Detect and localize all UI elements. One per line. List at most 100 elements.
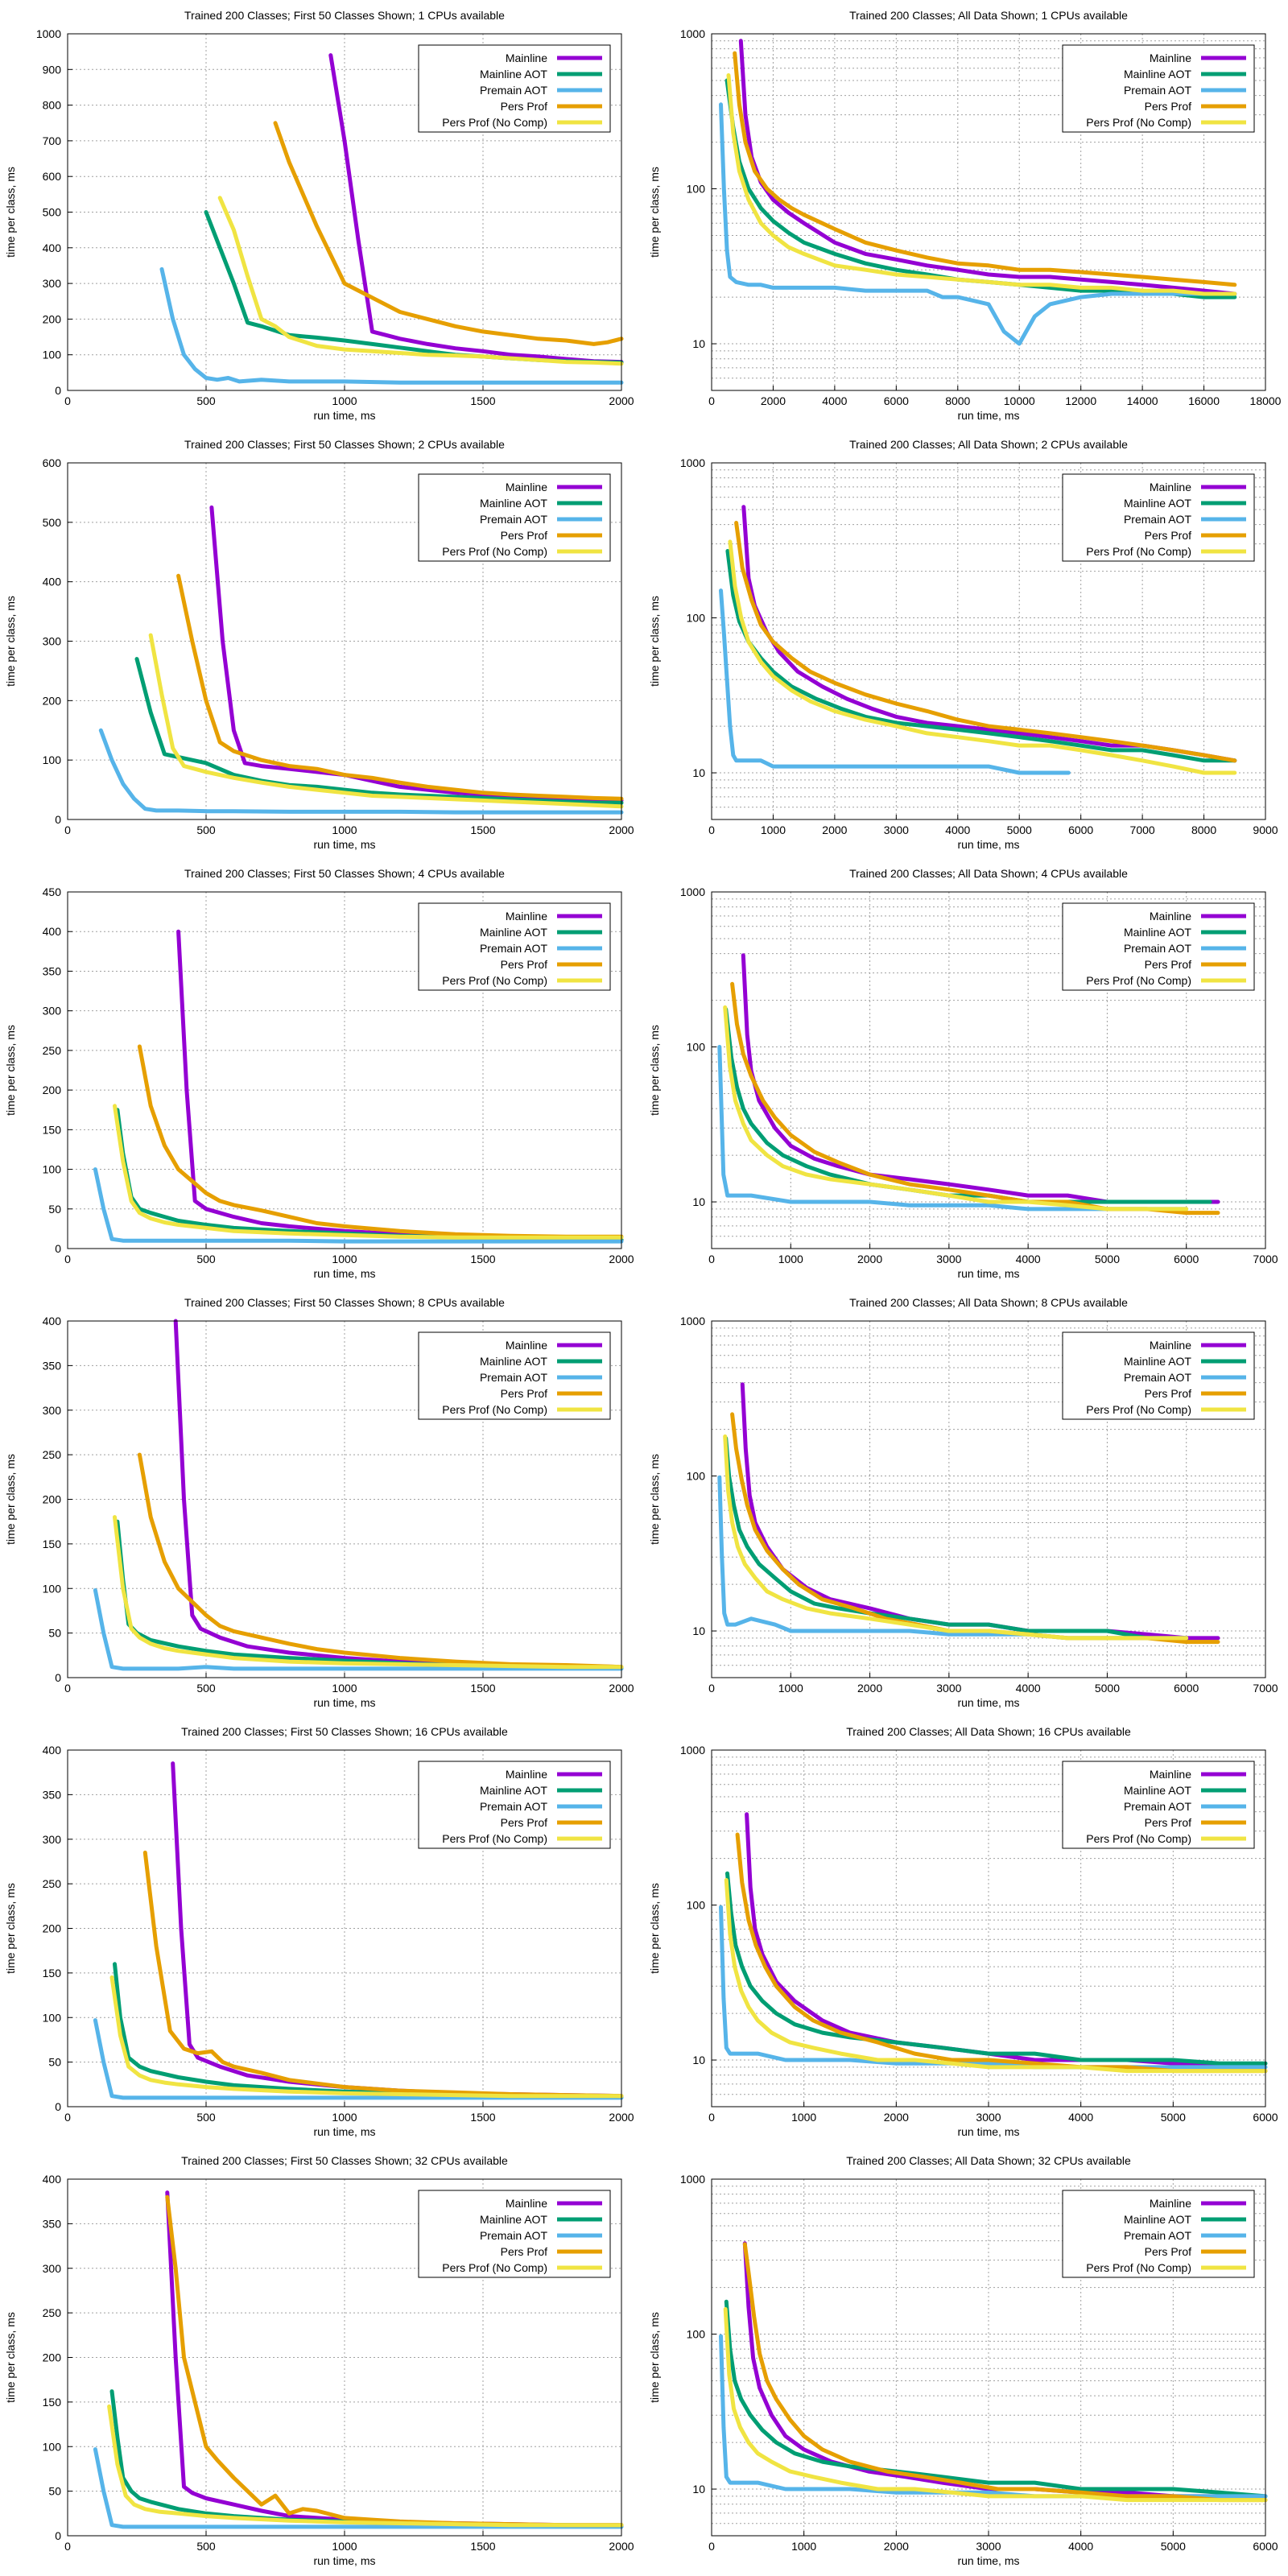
x-tick-label: 1000 — [791, 2540, 816, 2553]
y-tick-label: 1000 — [680, 27, 705, 40]
series-line — [723, 1005, 1189, 1212]
series-line — [134, 657, 624, 805]
y-tick-label: 100 — [687, 1041, 706, 1054]
series-line — [728, 539, 1237, 775]
y-tick-label: 350 — [43, 964, 62, 977]
chart-panel: Trained 200 Classes; All Data Shown; 2 C… — [644, 429, 1288, 858]
y-tick-label: 1000 — [680, 1315, 705, 1327]
legend-label: Mainline AOT — [480, 497, 547, 510]
chart-title: Trained 200 Classes; All Data Shown; 16 … — [846, 1725, 1131, 1738]
x-tick-label: 9000 — [1253, 824, 1278, 836]
legend-label: Pers Prof (No Comp) — [442, 974, 547, 987]
x-tick-label: 6000 — [1174, 1682, 1199, 1695]
x-axis-label: run time, ms — [313, 409, 375, 422]
y-tick-label: 900 — [43, 63, 62, 76]
grid-lines — [712, 892, 1265, 1249]
legend-label: Mainline — [506, 1339, 547, 1352]
y-tick-label: 1000 — [680, 456, 705, 469]
legend-label: Mainline AOT — [480, 2213, 547, 2226]
y-tick-label: 400 — [43, 1744, 62, 1757]
x-tick-label: 0 — [64, 824, 71, 836]
x-tick-label: 500 — [196, 394, 216, 407]
x-tick-label: 18000 — [1250, 394, 1282, 407]
x-tick-label: 0 — [708, 1253, 715, 1265]
x-axis-label: run time, ms — [313, 838, 375, 851]
legend: Mainline Mainline AOT Premain AOT Pers Prof… — [418, 2190, 611, 2278]
legend: Mainline Mainline AOT Premain AOT Pers Prof… — [418, 473, 611, 562]
x-axis-label: run time, ms — [957, 2125, 1019, 2138]
legend-label: Premain AOT — [480, 1371, 547, 1384]
legend-label: Pers Prof — [1145, 958, 1191, 971]
y-axis-label: time per class, ms — [4, 1454, 17, 1545]
x-tick-label: 1500 — [470, 824, 495, 836]
x-tick-label: 6000 — [1253, 2111, 1278, 2124]
chart-title: Trained 200 Classes; First 50 Classes Sh… — [184, 438, 505, 451]
x-tick-label: 1000 — [778, 1682, 803, 1695]
y-tick-label: 100 — [43, 753, 62, 766]
x-tick-label: 2000 — [822, 824, 847, 836]
x-tick-label: 1000 — [332, 1253, 357, 1265]
grid-lines — [712, 1321, 1265, 1678]
x-tick-label: 2000 — [609, 394, 634, 407]
x-tick-label: 0 — [708, 2111, 715, 2124]
series-line — [717, 1475, 1189, 1641]
y-tick-label: 10 — [692, 337, 705, 350]
series-line — [137, 1044, 624, 1239]
grid-lines — [68, 1750, 621, 2107]
series-line — [719, 2334, 1268, 2499]
x-tick-label: 500 — [196, 1253, 216, 1265]
chart-svg: Trained 200 Classes; First 50 Classes Sh… — [4, 2154, 634, 2567]
x-tick-label: 10000 — [1004, 394, 1035, 407]
y-tick-label: 1000 — [680, 1744, 705, 1757]
legend-label: Premain AOT — [1124, 513, 1191, 526]
x-tick-label: 0 — [708, 824, 715, 836]
x-axis-label: run time, ms — [313, 2554, 375, 2567]
legend-label: Mainline AOT — [480, 1784, 547, 1797]
x-tick-label: 3000 — [936, 1682, 961, 1695]
legend: Mainline Mainline AOT Premain AOT Pers Prof… — [418, 902, 611, 991]
y-axis-label: time per class, ms — [4, 167, 17, 258]
chart-svg: Trained 200 Classes; All Data Shown; 32 … — [648, 2154, 1278, 2567]
series-line — [109, 1975, 624, 2099]
chart-svg: Trained 200 Classes; All Data Shown; 2 C… — [648, 438, 1278, 851]
chart-title: Trained 200 Classes; All Data Shown; 4 C… — [849, 867, 1128, 880]
y-tick-label: 300 — [43, 1404, 62, 1417]
series-group — [159, 53, 624, 385]
legend-label: Pers Prof — [1145, 529, 1191, 542]
x-tick-label: 3000 — [884, 824, 909, 836]
series-line — [109, 2389, 624, 2529]
chart-panel: Trained 200 Classes; First 50 Classes Sh… — [0, 1287, 644, 1716]
chart-panel: Trained 200 Classes; First 50 Classes Sh… — [0, 858, 644, 1287]
chart-svg: Trained 200 Classes; All Data Shown; 1 C… — [648, 9, 1282, 422]
y-tick-label: 300 — [43, 635, 62, 648]
x-tick-label: 2000 — [609, 1253, 634, 1265]
x-tick-label: 500 — [196, 2540, 216, 2553]
y-tick-label: 400 — [43, 2173, 62, 2186]
series-line — [159, 266, 624, 385]
y-tick-label: 600 — [43, 456, 62, 469]
y-axis-label: time per class, ms — [648, 1454, 661, 1545]
x-tick-label: 0 — [64, 1253, 71, 1265]
x-tick-label: 500 — [196, 824, 216, 836]
y-tick-label: 100 — [43, 349, 62, 361]
y-tick-label: 100 — [687, 183, 706, 196]
x-tick-label: 6000 — [1068, 824, 1093, 836]
x-axis-label: run time, ms — [957, 838, 1019, 851]
series-line — [217, 196, 624, 366]
series-group — [719, 39, 1237, 346]
y-axis-label: time per class, ms — [4, 1883, 17, 1974]
legend-label: Mainline AOT — [1124, 497, 1191, 510]
chart-panel: Trained 200 Classes; All Data Shown; 1 C… — [644, 0, 1288, 429]
series-line — [113, 1962, 624, 2099]
legend-label: Mainline — [1150, 2197, 1191, 2210]
x-tick-label: 5000 — [1095, 1253, 1120, 1265]
chart-title: Trained 200 Classes; First 50 Classes Sh… — [184, 867, 505, 880]
y-tick-label: 50 — [48, 2485, 61, 2498]
plot-frame — [711, 1320, 1266, 1678]
legend-label: Pers Prof — [501, 1387, 547, 1400]
series-line — [719, 588, 1071, 775]
x-tick-label: 0 — [64, 2111, 71, 2124]
legend-label: Pers Prof (No Comp) — [1086, 2261, 1191, 2274]
legend-label: Pers Prof — [1145, 1816, 1191, 1829]
y-tick-label: 300 — [43, 2262, 62, 2275]
